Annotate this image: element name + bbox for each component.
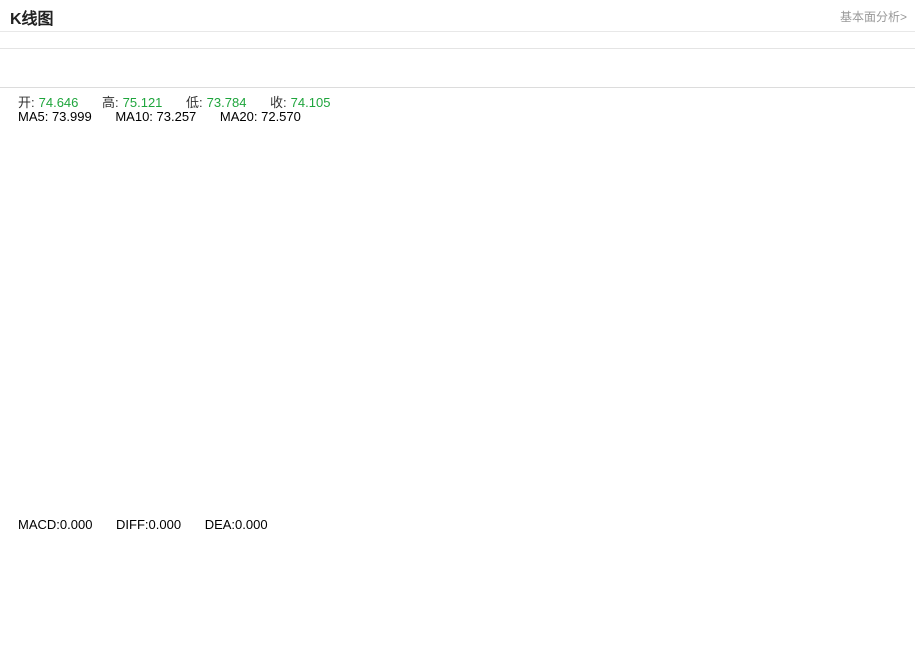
low-label: 低: — [186, 95, 203, 110]
low-value: 73.784 — [206, 95, 247, 110]
fundamental-analysis-link[interactable]: 基本面分析> — [839, 10, 907, 24]
high-label: 高: — [102, 95, 119, 110]
close-label: 收: — [270, 95, 287, 110]
ma20-value: MA20: 72.570 — [219, 109, 301, 124]
header: K线图 基本面分析> — [0, 0, 915, 32]
ma-legend: MA5: 73.999 MA10: 73.257 MA20: 72.570 — [18, 109, 305, 124]
open-value: 74.646 — [38, 95, 79, 110]
close-value: 74.105 — [290, 95, 331, 110]
diff-value: DIFF:0.000 — [116, 517, 182, 532]
open-label: 开: — [18, 95, 35, 110]
ma10-value: MA10: 73.257 — [115, 109, 197, 124]
macd-value: MACD:0.000 — [18, 517, 93, 532]
dea-value: DEA:0.000 — [204, 517, 268, 532]
ohlc-legend: 开: 74.646 高: 75.121 低: 73.784 收: 74.105 — [18, 92, 334, 111]
interval-tabbar — [0, 48, 915, 88]
high-value: 75.121 — [122, 95, 163, 110]
macd-legend: MACD:0.000 DIFF:0.000 DEA:0.000 — [18, 517, 272, 532]
ma5-value: MA5: 73.999 — [18, 109, 92, 124]
page-title: K线图 — [10, 11, 54, 28]
current-price-badge: 74.105 — [850, 367, 890, 382]
